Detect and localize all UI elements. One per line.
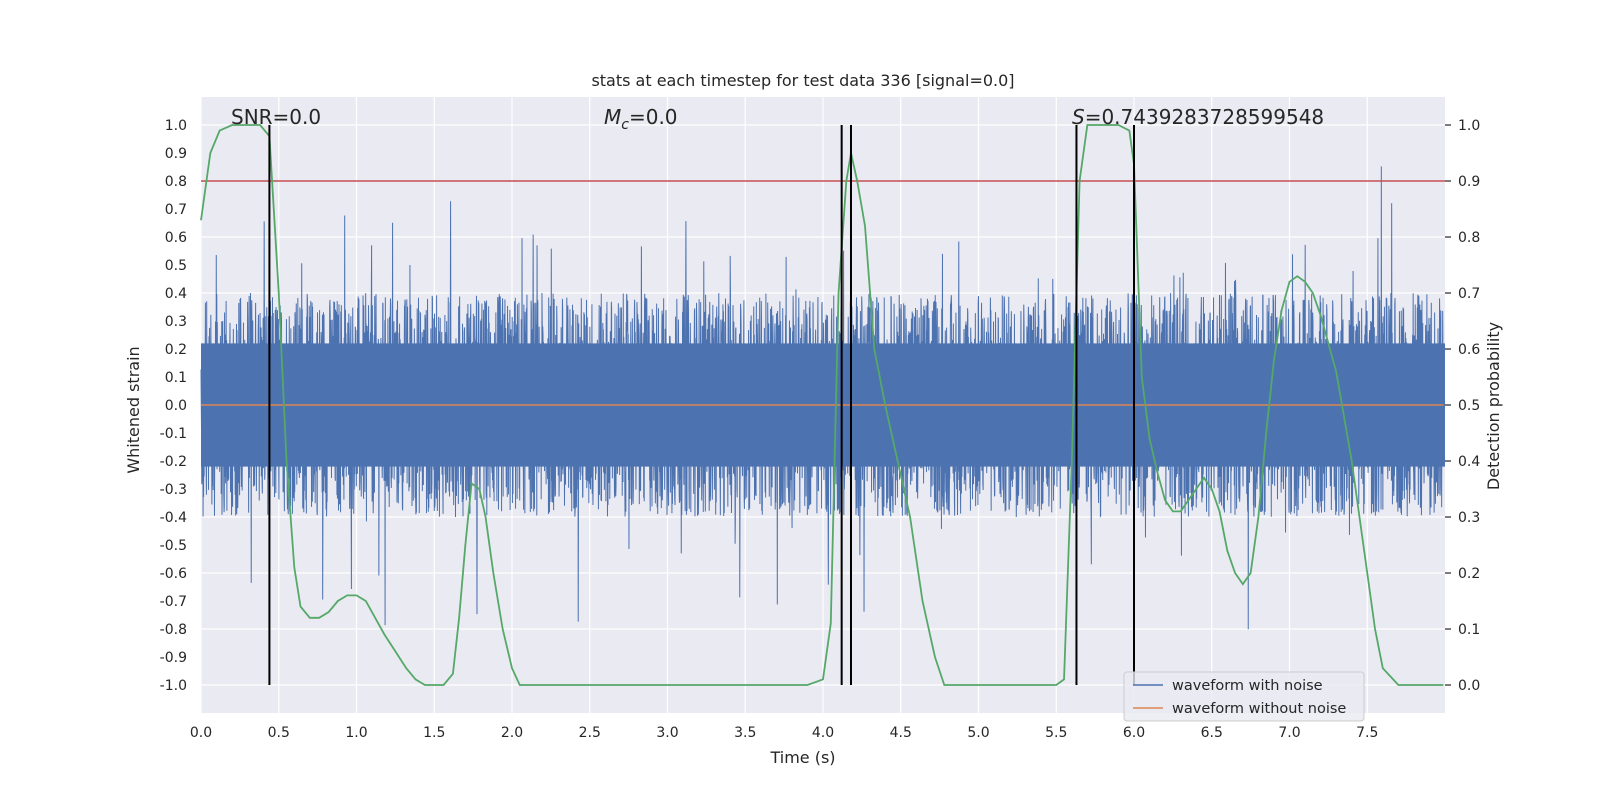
y-axis-ticks: 1.0 0.9 0.8 0.7 0.6 0.5 0.4 0.3 0.2 0.1 0.0 -0.1 -0.…	[160, 118, 187, 694]
y-tick-label: -0.2	[160, 454, 187, 470]
score-symbol: S	[1072, 105, 1085, 129]
y2-tick-label: 0.0	[1458, 678, 1480, 694]
y-tick-label: 0.7	[165, 202, 187, 218]
x-tick-label: 2.0	[501, 725, 523, 741]
y-tick-label: -1.0	[160, 678, 187, 694]
y-tick-label: -0.8	[160, 622, 187, 638]
detection-probability-series	[200, 124, 1444, 686]
y-tick-label: 1.0	[165, 118, 187, 134]
x-tick-label: 7.0	[1278, 725, 1300, 741]
chirp-mass-annotation: Mc=0.0	[604, 105, 678, 133]
chart-title: stats at each timestep for test data 336…	[591, 71, 1014, 90]
legend-box	[1123, 671, 1365, 722]
x-tick-label: 5.0	[967, 725, 989, 741]
x-tick-label: 1.0	[345, 725, 367, 741]
x-tick-label: 3.0	[656, 725, 678, 741]
x-axis-label: Time (s)	[769, 748, 835, 767]
chirp-mass-value: =0.0	[629, 105, 678, 129]
y-tick-label: -0.6	[160, 566, 187, 582]
x-axis-ticks: 0.0 0.5 1.0 1.5 2.0 2.5 3.0 3.5 4.0 4.5 5.0 5.5 6.0 6…	[190, 725, 1379, 741]
y-tick-label: 0.1	[165, 370, 187, 386]
chirp-mass-symbol: M	[604, 105, 621, 129]
y2-tick-label: 0.3	[1458, 510, 1480, 526]
y2-tick-label: 0.9	[1458, 174, 1480, 190]
y-axis-label: Whitened strain	[124, 346, 143, 473]
x-tick-label: 6.0	[1123, 725, 1145, 741]
y-tick-label: -0.1	[160, 426, 187, 442]
x-tick-label: 4.5	[890, 725, 912, 741]
legend-label-noise: waveform with noise	[1172, 678, 1323, 694]
score-annotation: S=0.7439283728599548	[1072, 105, 1324, 129]
y2-axis-label: Detection probability	[1484, 322, 1503, 490]
y-tick-label: 0.3	[165, 314, 187, 330]
y2-tick-label: 0.8	[1458, 230, 1480, 246]
x-tick-label: 3.5	[734, 725, 756, 741]
y-tick-label: 0.9	[165, 146, 187, 162]
x-tick-label: 7.5	[1356, 725, 1378, 741]
y2-tick-label: 0.1	[1458, 622, 1480, 638]
y-tick-label: -0.9	[160, 650, 187, 666]
legend: waveform with noise waveform without noi…	[1123, 671, 1365, 722]
y2-tick-label: 1.0	[1458, 118, 1480, 134]
score-value: =0.7439283728599548	[1085, 105, 1324, 129]
y-tick-label: -0.5	[160, 538, 187, 554]
y2-tick-label: 0.4	[1458, 454, 1480, 470]
x-tick-label: 2.5	[579, 725, 601, 741]
y-tick-label: 0.5	[165, 258, 187, 274]
detection-markers	[268, 125, 1135, 685]
y2-tick-label: 0.7	[1458, 286, 1480, 302]
legend-label-clean: waveform without noise	[1172, 701, 1346, 717]
y2-tick-label: 0.6	[1458, 342, 1480, 358]
detection-probability-line	[200, 124, 1444, 686]
x-tick-label: 5.5	[1045, 725, 1067, 741]
y-tick-label: 0.8	[165, 174, 187, 190]
y2-tick-label: 0.2	[1458, 566, 1480, 582]
x-tick-label: 0.0	[190, 725, 212, 741]
y-tick-label: -0.3	[160, 482, 187, 498]
y2-axis-ticks: 1.0 0.9 0.8 0.7 0.6 0.5 0.4 0.3 0.2 0.1 0.0	[1445, 118, 1480, 694]
y2-tick-label: 0.5	[1458, 398, 1480, 414]
y-tick-label: 0.0	[165, 398, 187, 414]
y-tick-label: -0.7	[160, 594, 187, 610]
y-tick-label: -0.4	[160, 510, 187, 526]
chirp-mass-subscript: c	[621, 117, 629, 133]
x-tick-label: 0.5	[268, 725, 290, 741]
y-tick-label: 0.2	[165, 342, 187, 358]
y-tick-label: 0.6	[165, 230, 187, 246]
x-tick-label: 6.5	[1201, 725, 1223, 741]
x-tick-label: 4.0	[812, 725, 834, 741]
y-tick-label: 0.4	[165, 286, 187, 302]
snr-annotation: SNR=0.0	[231, 105, 321, 129]
x-tick-label: 1.5	[423, 725, 445, 741]
